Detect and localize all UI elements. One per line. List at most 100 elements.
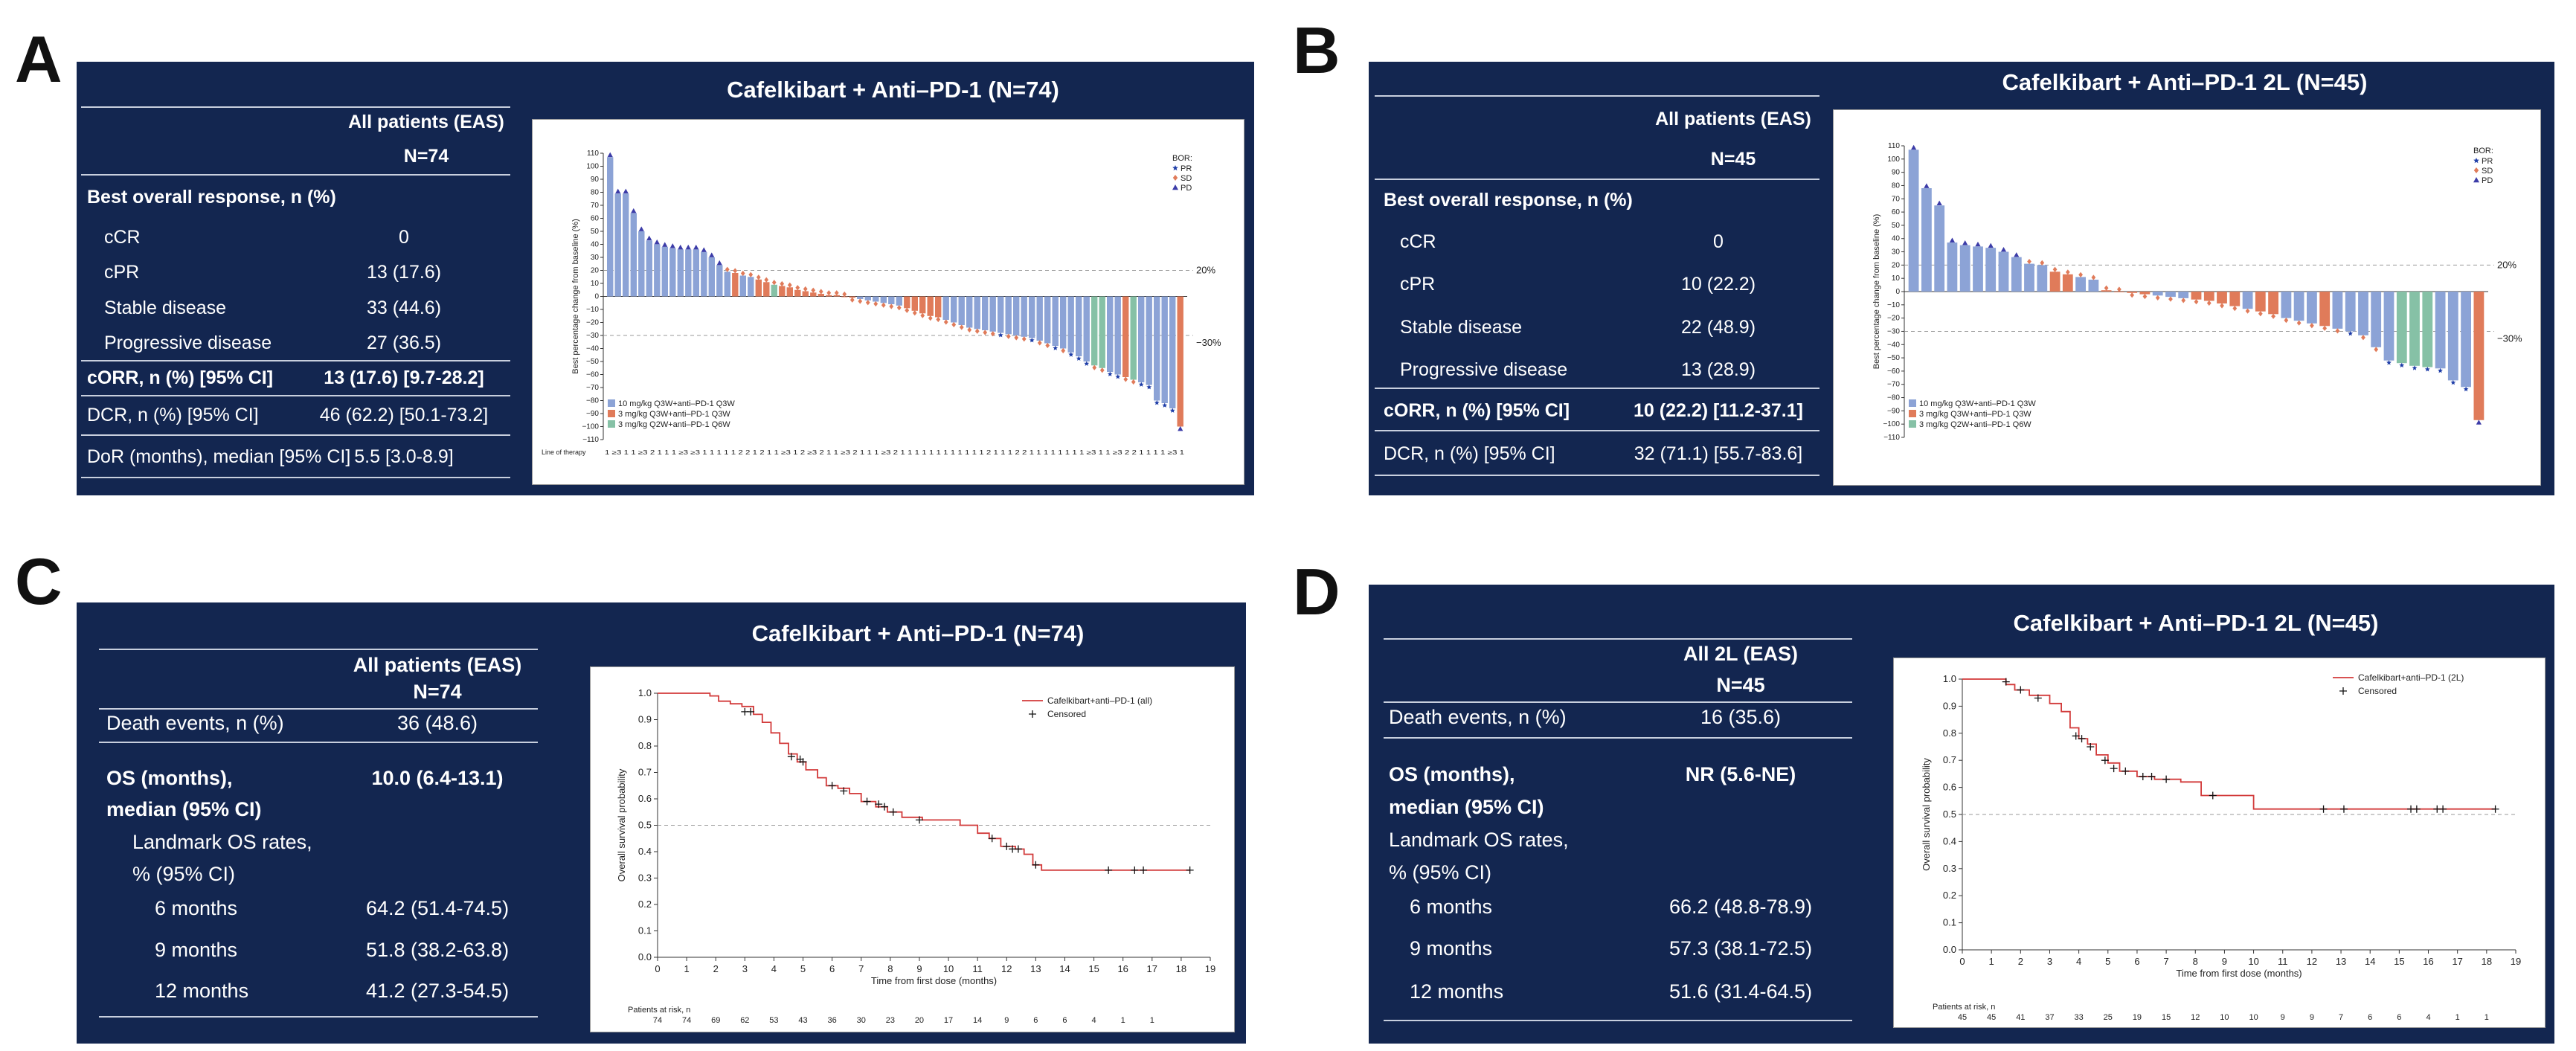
panel-a-title: Cafelkibart + Anti–PD-1 (N=74) [727, 77, 1059, 103]
panel-c-row-label: 12 months [155, 980, 249, 1002]
waterfall-bar [1959, 245, 1970, 292]
panel-c-row-value: 64.2 (51.4-74.5) [365, 897, 510, 919]
waterfall-bar [896, 296, 902, 306]
dose-legend-swatch [608, 410, 615, 417]
y-tick-label: 0.3 [1943, 863, 1956, 874]
bor-marker-pd [2476, 420, 2482, 425]
panel-d-row-label: Landmark OS rates, [1389, 829, 1569, 851]
bor-legend-marker [1172, 175, 1178, 181]
at-risk-value: 20 [915, 1016, 924, 1025]
waterfall-bar [708, 257, 715, 297]
panel-b-row-value: 0 [1713, 231, 1724, 252]
x-tick-label: 18 [1176, 963, 1186, 974]
bor-marker-sd [2245, 308, 2250, 314]
bor-marker-sd [2271, 313, 2275, 319]
bor-marker-pr [2438, 367, 2443, 373]
bor-marker-sd [795, 285, 800, 291]
waterfall-bar [1067, 296, 1074, 353]
bor-marker-sd [1014, 335, 1019, 341]
y-tick-label: 0.6 [1943, 782, 1956, 793]
at-risk-value: 9 [1004, 1016, 1009, 1025]
bor-marker-sd [896, 305, 902, 311]
bor-marker-sd [858, 298, 863, 304]
bor-marker-pd [693, 244, 699, 250]
waterfall-bar [1076, 296, 1082, 356]
censored-mark [787, 753, 795, 761]
bor-legend-label: SD [1181, 174, 1192, 183]
waterfall-bar [2307, 292, 2317, 324]
waterfall-bar [646, 240, 652, 297]
censored-mark [2491, 805, 2499, 813]
waterfall-bar [2268, 292, 2278, 315]
bor-marker-sd [1099, 367, 1105, 373]
panel-a-row-label: cPR [104, 262, 140, 283]
y-tick-label: −40 [586, 345, 599, 353]
bor-marker-pd [669, 243, 675, 248]
y-tick-label: 110 [1888, 142, 1900, 150]
panel-b-row-value: 13 (28.9) [1680, 359, 1756, 380]
waterfall-bar [661, 247, 668, 297]
y-tick-label: 30 [591, 254, 600, 262]
bor-marker-sd [2296, 320, 2302, 326]
waterfall-bar [826, 295, 832, 297]
waterfall-bar [1107, 296, 1114, 372]
dose-legend-label: 3 mg/kg Q2W+anti–PD-1 Q6W [618, 420, 730, 429]
waterfall-bar [2075, 277, 2086, 292]
panel-d-col-header: All 2L (EAS) [1683, 643, 1799, 665]
censored-mark [1014, 845, 1022, 853]
waterfall-bar [685, 249, 692, 297]
x-tick-label: 16 [2423, 956, 2433, 967]
panel-b-row-value: 10 (22.2) [1680, 274, 1756, 295]
x-tick-label: 8 [887, 963, 893, 974]
bor-marker-sd [780, 280, 785, 287]
waterfall-bar [966, 296, 973, 328]
waterfall-bar [2217, 292, 2227, 303]
bor-marker-sd [2310, 323, 2314, 329]
bor-marker-pr [1138, 382, 1144, 387]
y-tick-label: −90 [1887, 407, 1900, 415]
y-tick-label: 0.7 [1943, 754, 1956, 765]
waterfall-bar [1921, 188, 1932, 292]
bor-legend-marker [1172, 184, 1178, 190]
waterfall-bar [2191, 292, 2202, 300]
at-risk-value: 45 [1987, 1013, 1996, 1022]
bor-marker-sd [849, 297, 855, 303]
censored-mark [2162, 775, 2171, 783]
waterfall-bar [958, 296, 965, 325]
y-tick-label: 40 [591, 241, 600, 249]
y-tick-label: −100 [1883, 420, 1900, 428]
waterfall-bar [1177, 296, 1183, 427]
bor-marker-pd [654, 239, 660, 245]
panel-d-row-label: 6 months [1410, 896, 1493, 918]
waterfall-bar [2139, 292, 2151, 295]
bor-marker-sd [2284, 318, 2289, 324]
bor-marker-pd [623, 188, 629, 194]
panel-b-col-n: N=45 [1710, 149, 1756, 170]
x-tick-label: 11 [972, 963, 983, 974]
waterfall-bar [2281, 292, 2292, 318]
waterfall-bar [755, 279, 762, 297]
panel-a-row-value: 0 [399, 227, 409, 248]
x-tick-label: 1 [1989, 956, 1994, 967]
y-tick-label: 30 [1892, 248, 1901, 257]
y-tick-label: 20 [1892, 261, 1901, 269]
bor-marker-pr [2348, 330, 2354, 336]
censored-mark [863, 797, 871, 806]
waterfall-bar [2345, 292, 2356, 332]
x-tick-label: 2 [2018, 956, 2023, 967]
at-risk-value: 6 [2368, 1013, 2372, 1022]
bor-marker-sd [725, 266, 730, 272]
panel-a-row-value: 33 (44.6) [366, 298, 442, 318]
legend-label: Cafelkibart+anti–PD-1 (2L) [2358, 672, 2464, 683]
waterfall-bar [2255, 292, 2266, 312]
bor-marker-pr [2399, 362, 2405, 368]
panel-a-row-label: cORR, n (%) [95% CI] [87, 367, 274, 388]
bor-marker-sd [771, 280, 777, 286]
bor-marker-pd [701, 247, 707, 252]
dose-legend-label: 3 mg/kg Q3W+anti–PD-1 Q3W [618, 410, 730, 419]
y-tick-label: 70 [591, 202, 600, 210]
waterfall-bar [1013, 296, 1020, 335]
x-tick-label: 13 [1030, 963, 1041, 974]
bor-marker-sd [842, 291, 847, 298]
waterfall-bar [919, 296, 926, 314]
